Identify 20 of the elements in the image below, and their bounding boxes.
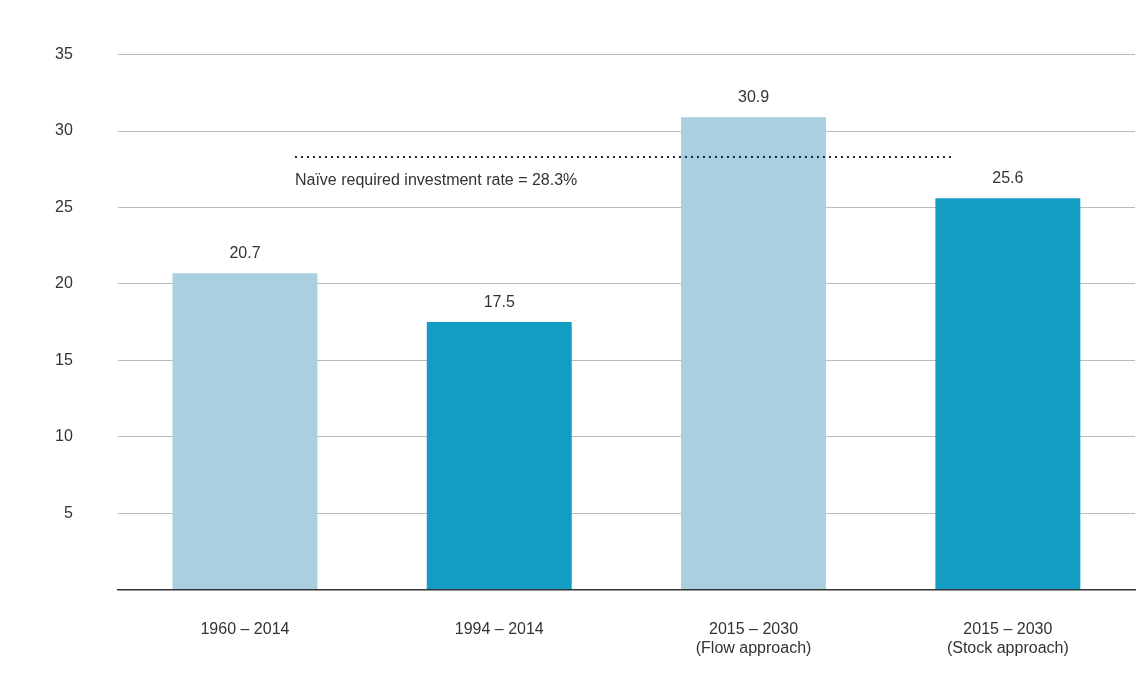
bar — [172, 273, 318, 590]
x-tick-label: 1960 – 2014 — [200, 619, 290, 637]
bar — [681, 117, 827, 590]
x-tick-label: 2015 – 2030 (Flow approach) — [695, 619, 812, 656]
data-label: 25.6 — [992, 168, 1024, 186]
y-tick-label: 35 — [55, 45, 73, 63]
data-label: 30.9 — [737, 87, 770, 105]
ref-line-label: Naïve required investment rate = 28.3% — [294, 171, 578, 189]
bar — [935, 198, 1081, 590]
bar — [426, 322, 572, 590]
x-tick-label: 2015 – 2030 (Stock approach) — [946, 619, 1069, 656]
y-tick-label: 20 — [55, 274, 73, 292]
data-label: 20.7 — [229, 243, 261, 261]
data-label: 17.5 — [483, 292, 515, 310]
y-tick-label: 30 — [55, 121, 73, 139]
y-tick-label: 5 — [63, 503, 73, 521]
y-tick-label: 15 — [55, 350, 73, 368]
y-tick-label: 10 — [55, 427, 73, 445]
y-tick-label: 25 — [55, 197, 73, 215]
x-tick-label: 1994 – 2014 — [454, 619, 544, 637]
